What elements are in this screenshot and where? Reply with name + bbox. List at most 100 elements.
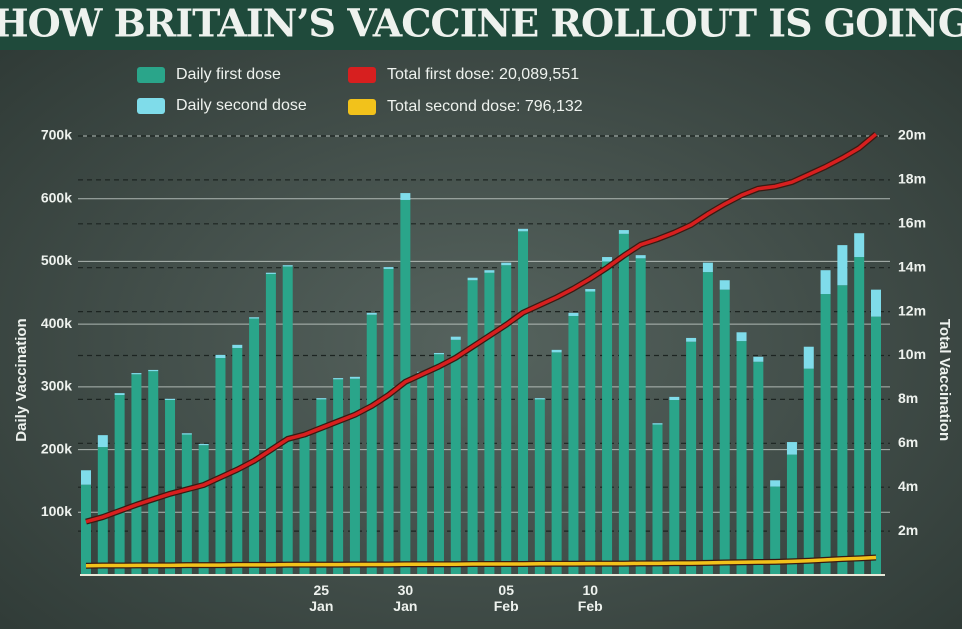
bar	[181, 433, 192, 435]
bar	[249, 317, 260, 319]
bar	[299, 436, 310, 575]
legend-label: Daily second dose	[176, 97, 307, 114]
bar	[803, 368, 814, 575]
bar	[871, 289, 881, 317]
legend-label: Daily first dose	[176, 66, 281, 83]
bar	[383, 267, 394, 269]
bar	[686, 341, 697, 575]
legend-swatch	[348, 99, 376, 115]
bar	[736, 332, 747, 342]
bar	[181, 434, 192, 575]
y-tick-label: 100k	[41, 503, 72, 519]
bar	[433, 352, 444, 355]
bar	[518, 231, 529, 575]
bar	[349, 378, 360, 575]
bar	[333, 379, 344, 575]
y2-tick-label: 16m	[898, 215, 926, 231]
bar	[484, 272, 495, 575]
y-tick-label: 700k	[41, 127, 72, 143]
bar	[282, 265, 293, 267]
bar	[366, 314, 377, 575]
bar	[265, 272, 276, 274]
bar	[786, 442, 797, 455]
bar	[534, 398, 545, 400]
bar	[803, 346, 814, 369]
bar	[316, 399, 327, 575]
y2-tick-label: 4m	[898, 478, 918, 494]
bar	[450, 339, 461, 575]
x-tick-label: 25 Jan	[309, 582, 334, 614]
bar	[753, 361, 764, 575]
bar	[282, 266, 293, 575]
bar	[383, 268, 394, 575]
bar	[702, 262, 713, 273]
y-tick-label: 400k	[41, 315, 72, 331]
bar	[215, 354, 226, 359]
legend-label: Total second dose: 796,132	[387, 98, 583, 115]
bar	[316, 398, 327, 400]
bar	[568, 312, 579, 316]
bar	[333, 378, 344, 380]
y-tick-label: 600k	[41, 189, 72, 205]
y2-tick-label: 10m	[898, 346, 926, 362]
bar	[854, 257, 865, 575]
bar	[484, 270, 495, 273]
bar	[467, 280, 478, 575]
bar	[417, 373, 428, 575]
x-tick-label: 05 Feb	[493, 582, 519, 614]
bar	[652, 423, 663, 425]
bar	[215, 358, 226, 575]
y2-tick-label: 12m	[898, 302, 926, 318]
bar	[114, 393, 125, 396]
y2-axis-label: Total Vaccination	[936, 319, 953, 441]
bar	[165, 400, 176, 575]
bar	[736, 341, 747, 575]
line	[85, 555, 877, 568]
bar	[618, 230, 629, 234]
bar	[366, 312, 377, 315]
x-tick-label: 10 Feb	[577, 582, 603, 614]
bar	[837, 285, 848, 575]
bar	[770, 480, 781, 487]
legend-swatch	[137, 98, 165, 114]
bar	[719, 289, 730, 575]
legend-swatch	[137, 67, 165, 83]
bar	[450, 336, 461, 340]
bar	[585, 289, 596, 292]
y-tick-label: 300k	[41, 378, 72, 394]
bar	[232, 344, 243, 348]
bar	[618, 233, 629, 575]
bar	[719, 280, 730, 290]
y2-tick-label: 20m	[898, 127, 926, 143]
bar	[551, 352, 562, 575]
bar	[585, 291, 596, 575]
legend-label: Total first dose: 20,089,551	[387, 66, 579, 83]
y-tick-label: 500k	[41, 252, 72, 268]
y2-tick-label: 14m	[898, 258, 926, 274]
y2-tick-label: 6m	[898, 434, 918, 450]
bar	[652, 424, 663, 575]
bar	[400, 193, 411, 200]
bar	[148, 371, 159, 575]
bar	[349, 376, 360, 379]
legend-swatch	[348, 67, 376, 83]
bar	[433, 354, 444, 575]
bar	[467, 277, 478, 281]
bar	[568, 315, 579, 575]
line	[85, 132, 878, 524]
legend: Daily first dose Daily second dose Total f…	[137, 66, 583, 115]
x-tick-label: 30 Jan	[393, 582, 418, 614]
bar	[854, 233, 865, 258]
bar	[265, 273, 276, 575]
bar	[198, 445, 209, 575]
bar	[753, 356, 764, 362]
bar	[786, 454, 797, 575]
y2-tick-label: 2m	[898, 522, 918, 538]
bar	[232, 347, 243, 575]
bar	[501, 265, 512, 575]
title-banner	[0, 0, 962, 50]
bar	[635, 258, 646, 575]
